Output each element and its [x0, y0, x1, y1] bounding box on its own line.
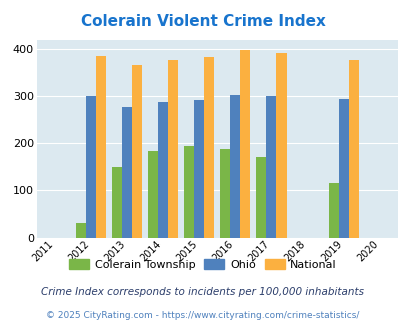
Bar — [230, 95, 240, 238]
Bar — [147, 151, 158, 238]
Text: © 2025 CityRating.com - https://www.cityrating.com/crime-statistics/: © 2025 CityRating.com - https://www.city… — [46, 311, 359, 320]
Bar — [158, 102, 168, 238]
Bar — [240, 50, 250, 238]
Bar — [183, 146, 194, 238]
Bar — [266, 96, 276, 238]
Bar — [204, 56, 214, 238]
Bar — [168, 60, 178, 238]
Bar — [276, 53, 286, 238]
Bar — [338, 99, 348, 238]
Text: Crime Index corresponds to incidents per 100,000 inhabitants: Crime Index corresponds to incidents per… — [41, 287, 364, 297]
Bar — [220, 149, 230, 238]
Bar — [111, 167, 122, 238]
Bar — [348, 60, 358, 238]
Bar — [194, 100, 204, 238]
Legend: Colerain Township, Ohio, National: Colerain Township, Ohio, National — [65, 255, 340, 274]
Bar — [132, 65, 142, 238]
Bar — [256, 157, 266, 238]
Bar — [122, 108, 132, 238]
Bar — [96, 56, 106, 238]
Bar — [85, 96, 96, 238]
Bar — [328, 183, 338, 238]
Bar — [75, 223, 85, 238]
Text: Colerain Violent Crime Index: Colerain Violent Crime Index — [80, 14, 325, 29]
